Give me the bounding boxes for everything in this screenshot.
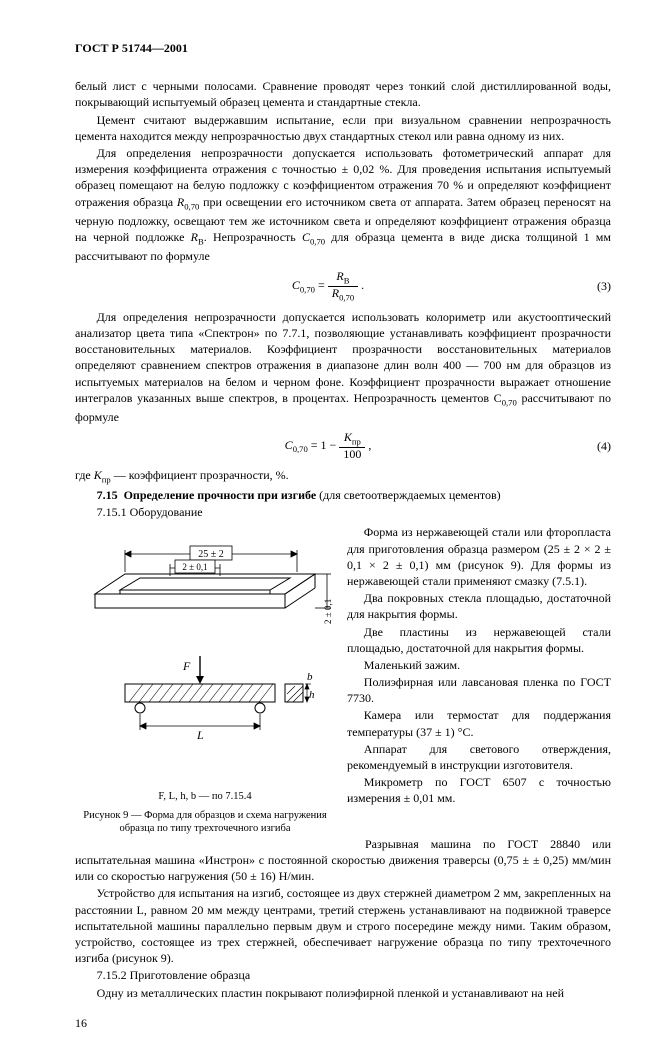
section-7-15: 7.15 Определение прочности при изгибе (д…: [75, 487, 611, 503]
svg-text:F: F: [182, 659, 191, 673]
section-7-15-1: 7.15.1 Оборудование: [75, 504, 611, 520]
page-number: 16: [75, 1015, 611, 1031]
right-p3: Две пластины из нержавеющей стали площад…: [347, 624, 611, 656]
para-3: Для определения непрозрачности допускает…: [75, 145, 611, 264]
where-line: где Kпр — коэффициент прозрачности, %.: [75, 467, 611, 486]
para-5: Разрывная машина по ГОСТ 28840 или испыт…: [75, 836, 611, 885]
svg-text:25 ± 2: 25 ± 2: [198, 549, 224, 560]
svg-text:h: h: [309, 689, 315, 701]
figure-legend: F, L, h, b — по 7.15.4: [75, 790, 335, 804]
svg-text:L: L: [196, 728, 204, 742]
right-p6: Камера или термостат для поддержания тем…: [347, 707, 611, 739]
para-2: Цемент считают выдержавшим испытание, ес…: [75, 112, 611, 144]
svg-text:2 ± 0,1: 2 ± 0,1: [182, 562, 207, 572]
para-4: Для определения непрозрачности допускает…: [75, 309, 611, 425]
para-8: Одну из металлических пластин покрывают …: [75, 985, 611, 1001]
figure-caption: Рисунок 9 — Форма для образцов и схема н…: [75, 809, 335, 835]
right-p8: Микрометр по ГОСТ 6507 с точностью измер…: [347, 774, 611, 806]
para-1: белый лист с черными полосами. Сравнение…: [75, 78, 611, 110]
section-7-15-2: 7.15.2 Приготовление образца: [75, 967, 611, 983]
right-p7: Аппарат для светового отверждения, реком…: [347, 741, 611, 773]
right-p4: Маленький зажим.: [347, 657, 611, 673]
right-p1: Форма из нержавеющей стали или фтороплас…: [347, 524, 611, 589]
right-p2: Два покровных стекла площадью, достаточн…: [347, 590, 611, 622]
doc-header: ГОСТ Р 51744—2001: [75, 40, 611, 56]
para-6: Устройство для испытания на изгиб, состо…: [75, 885, 611, 966]
svg-text:b: b: [307, 671, 313, 683]
svg-text:2 ± 0,1: 2 ± 0,1: [323, 599, 333, 624]
figure-9: 25 ± 2 2 ± 0,1 2 ± 0,1: [75, 524, 335, 835]
formula-3: C0,70 = RB R0,70 . (3): [75, 270, 611, 303]
formula-4: C0,70 = 1 − Kпр 100 , (4): [75, 431, 611, 461]
right-p5: Полиэфирная или лавсановая пленка по ГОС…: [347, 674, 611, 706]
